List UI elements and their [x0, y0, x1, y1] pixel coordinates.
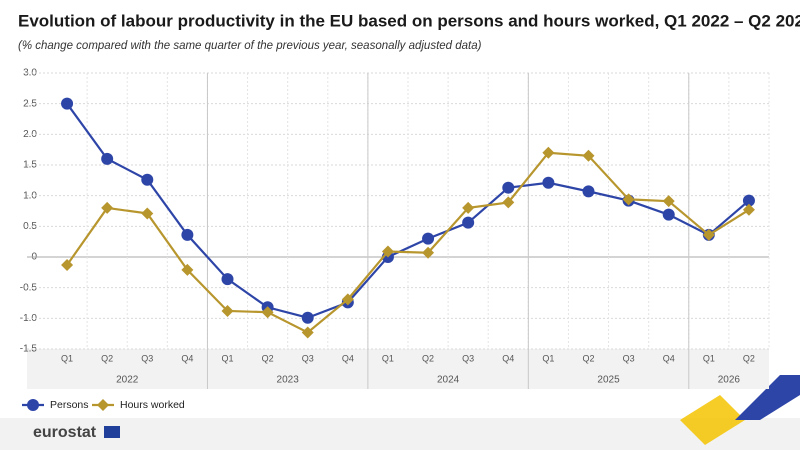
year-label: 2023: [277, 375, 300, 386]
x-tick-label: Q4: [342, 353, 354, 363]
x-tick-label: Q2: [743, 353, 755, 363]
y-tick-label: 2.0: [23, 129, 37, 140]
point: [141, 207, 154, 220]
eu-flag: [104, 426, 120, 438]
x-tick-label: Q4: [502, 353, 514, 363]
logo-text: eurostat: [33, 424, 97, 441]
point: [221, 273, 234, 286]
x-tick-label: Q1: [221, 353, 233, 363]
point: [542, 176, 555, 189]
series-line: [66, 103, 750, 319]
legend-marker: [27, 399, 39, 411]
y-tick-label: 1.5: [23, 160, 37, 171]
point: [462, 216, 475, 229]
x-tick-label: Q2: [262, 353, 274, 363]
logo-shape: [735, 375, 800, 420]
year-label: 2022: [116, 375, 139, 386]
point: [422, 246, 435, 259]
x-tick-label: Q3: [462, 353, 474, 363]
year-label: 2024: [437, 375, 460, 386]
point: [662, 195, 675, 208]
point: [742, 203, 755, 216]
x-tick-label: Q3: [623, 353, 635, 363]
x-tick-label: Q2: [101, 353, 113, 363]
point: [502, 181, 515, 194]
chart-subtitle: (% change compared with the same quarter…: [18, 40, 482, 52]
y-tick-label: 3.0: [23, 68, 37, 79]
point: [181, 228, 194, 241]
point: [502, 196, 515, 209]
x-tick-label: Q1: [542, 353, 554, 363]
point: [582, 149, 595, 162]
point: [221, 304, 234, 317]
point: [181, 263, 194, 276]
point: [61, 258, 74, 271]
point: [101, 152, 114, 165]
series-line: [66, 151, 750, 334]
point: [141, 173, 154, 186]
y-tick-label: 0.5: [23, 221, 37, 232]
point: [301, 326, 314, 339]
point: [462, 201, 475, 214]
point: [622, 193, 635, 206]
footer-band: [0, 418, 800, 450]
logo-shape: [680, 395, 745, 445]
point: [582, 185, 595, 198]
year-label: 2025: [597, 375, 620, 386]
x-tick-label: Q4: [181, 353, 193, 363]
y-tick-label: 2.5: [23, 98, 37, 109]
x-tick-label: Q2: [582, 353, 594, 363]
x-tick-label: Q1: [382, 353, 394, 363]
point: [542, 146, 555, 159]
legend-marker: [97, 399, 109, 411]
x-tick-label: Q3: [302, 353, 314, 363]
point: [341, 293, 354, 306]
x-tick-label: Q3: [141, 353, 153, 363]
legend-label: Persons: [50, 399, 89, 411]
x-tick-label: Q1: [703, 353, 715, 363]
year-label: 2026: [718, 375, 741, 386]
point: [422, 232, 435, 245]
point: [261, 306, 274, 319]
point: [381, 245, 394, 258]
point: [61, 97, 74, 110]
legend-label: Hours worked: [120, 399, 185, 411]
x-tick-label: Q2: [422, 353, 434, 363]
point: [662, 208, 675, 221]
point: [101, 201, 114, 214]
x-tick-label: Q4: [663, 353, 675, 363]
chart-title: Evolution of labour productivity in the …: [18, 11, 800, 30]
point: [702, 228, 715, 241]
x-tick-label: Q1: [61, 353, 73, 363]
x-axis-band: [27, 349, 769, 389]
point: [301, 311, 314, 324]
point: [742, 194, 755, 207]
y-tick-label: 1.0: [23, 190, 37, 201]
